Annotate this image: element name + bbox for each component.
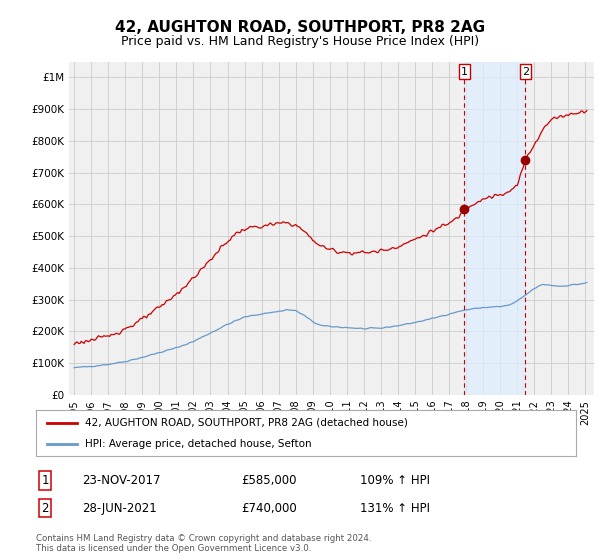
Bar <box>464 62 526 395</box>
Text: 1: 1 <box>461 67 468 77</box>
Text: 42, AUGHTON ROAD, SOUTHPORT, PR8 2AG: 42, AUGHTON ROAD, SOUTHPORT, PR8 2AG <box>115 20 485 35</box>
Text: 1: 1 <box>41 474 49 487</box>
Text: 2: 2 <box>41 502 49 515</box>
Text: 23-NOV-2017: 23-NOV-2017 <box>82 474 160 487</box>
Text: 28-JUN-2021: 28-JUN-2021 <box>82 502 157 515</box>
Text: Price paid vs. HM Land Registry's House Price Index (HPI): Price paid vs. HM Land Registry's House … <box>121 35 479 48</box>
Text: 42, AUGHTON ROAD, SOUTHPORT, PR8 2AG (detached house): 42, AUGHTON ROAD, SOUTHPORT, PR8 2AG (de… <box>85 418 407 428</box>
Text: HPI: Average price, detached house, Sefton: HPI: Average price, detached house, Seft… <box>85 439 311 449</box>
Text: £585,000: £585,000 <box>241 474 296 487</box>
Text: Contains HM Land Registry data © Crown copyright and database right 2024.
This d: Contains HM Land Registry data © Crown c… <box>36 534 371 553</box>
Text: £740,000: £740,000 <box>241 502 297 515</box>
Text: 109% ↑ HPI: 109% ↑ HPI <box>360 474 430 487</box>
Text: 2: 2 <box>522 67 529 77</box>
Text: 131% ↑ HPI: 131% ↑ HPI <box>360 502 430 515</box>
